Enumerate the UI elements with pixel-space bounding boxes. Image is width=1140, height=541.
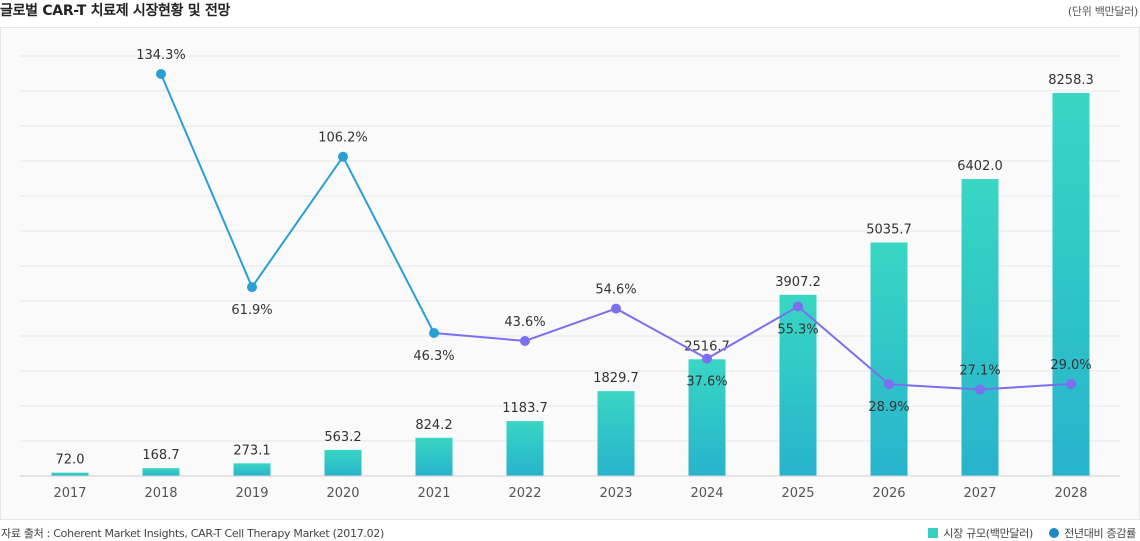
chart-title: 글로벌 CAR-T 치료제 시장현황 및 전망: [0, 3, 231, 19]
growth-point-2023: [611, 303, 621, 314]
bar-2028: [1052, 93, 1090, 476]
bar-label-2027: 6402.0: [957, 159, 1003, 174]
bar-label-2023: 1829.7: [593, 371, 639, 386]
bar-2026: [870, 242, 908, 476]
unit-label: (단위 백만달러): [1067, 5, 1138, 18]
growth-line-series: [156, 69, 1076, 395]
bar-2023: [597, 391, 635, 476]
growth-segment-2027-2028: [979, 382, 1072, 391]
x-tick-2022: 2022: [508, 486, 541, 501]
bar-value-labels: 72.0 168.7 273.1 563.2 824.2 1183.7 1829.7 2516…: [56, 73, 1094, 468]
source-note: 자료 출처 : Coherent Market Insights, CAR-T …: [1, 527, 384, 540]
bar-2019: [233, 463, 271, 476]
legend-bar-label: 시장 규모(백만달러): [943, 527, 1034, 540]
bar-label-2025: 3907.2: [775, 275, 821, 290]
bar-2024: [688, 359, 726, 476]
growth-segment-2019-2020: [251, 156, 344, 288]
x-tick-2020: 2020: [326, 486, 359, 501]
growth-segment-2024-2025: [706, 305, 799, 360]
chart-panel: [0, 27, 1140, 520]
growth-label-2028: 29.0%: [1050, 358, 1091, 373]
growth-label-2022: 43.6%: [504, 315, 545, 330]
bar-label-2021: 824.2: [415, 418, 452, 433]
growth-point-2026: [884, 379, 894, 390]
bar-2020: [324, 449, 362, 476]
bar-label-2024: 2516.7: [684, 339, 730, 354]
x-tick-2019: 2019: [235, 486, 268, 501]
growth-segment-2022-2023: [524, 307, 617, 342]
x-tick-2025: 2025: [781, 486, 814, 501]
bar-2021: [415, 437, 453, 476]
bar-label-2028: 8258.3: [1048, 73, 1094, 88]
growth-point-2022: [520, 335, 530, 346]
growth-point-2027: [975, 384, 985, 395]
growth-point-2025: [793, 301, 803, 312]
growth-segment-2023-2024: [615, 307, 708, 360]
legend-line-label: 전년대비 증감률: [1064, 527, 1136, 540]
bar-2027: [961, 179, 999, 477]
growth-label-2026: 28.9%: [868, 400, 909, 415]
growth-value-labels: 134.3% 61.9% 106.2% 46.3% 43.6% 54.6% 37.6% 55.…: [136, 48, 1091, 415]
x-tick-2021: 2021: [417, 486, 450, 501]
line-dot-icon: [1049, 528, 1060, 538]
growth-label-2018: 134.3%: [136, 48, 186, 63]
growth-label-2021: 46.3%: [413, 349, 454, 364]
bar-2018: [142, 468, 180, 476]
growth-segment-2025-2026: [797, 305, 890, 385]
growth-point-2020: [338, 151, 348, 162]
growth-label-2027: 27.1%: [959, 364, 1000, 379]
x-tick-2024: 2024: [690, 486, 723, 501]
growth-segment-2020-2021: [342, 156, 435, 334]
legend-item-line: 전년대비 증감률: [1049, 525, 1136, 541]
bar-label-2017: 72.0: [56, 453, 85, 468]
bar-2017: [51, 472, 89, 476]
legend: 시장 규모(백만달러) 전년대비 증감률: [912, 525, 1136, 541]
x-tick-2028: 2028: [1054, 486, 1087, 501]
x-tick-2023: 2023: [599, 486, 632, 501]
bar-2022: [506, 421, 544, 476]
bar-label-2018: 168.7: [142, 448, 179, 463]
growth-point-2024: [702, 353, 712, 364]
growth-point-2019: [247, 282, 257, 293]
grid-lines: [20, 55, 1120, 477]
bar-swatch-icon: [928, 528, 939, 538]
growth-label-2020: 106.2%: [318, 131, 368, 146]
growth-point-2021: [429, 328, 439, 338]
growth-label-2019: 61.9%: [231, 303, 272, 318]
growth-label-2025: 55.3%: [777, 323, 818, 338]
x-tick-2017: 2017: [53, 486, 86, 501]
growth-point-2018: [156, 69, 166, 79]
x-tick-2018: 2018: [144, 486, 177, 501]
bar-label-2026: 5035.7: [866, 222, 912, 237]
growth-label-2024: 37.6%: [686, 375, 727, 390]
bar-label-2019: 273.1: [233, 443, 270, 458]
growth-segment-2018-2019: [160, 73, 253, 288]
x-tick-2026: 2026: [872, 486, 905, 501]
growth-point-2028: [1066, 378, 1076, 389]
legend-item-bar: 시장 규모(백만달러): [928, 525, 1033, 541]
growth-segment-2021-2022: [433, 332, 526, 342]
bar-label-2020: 563.2: [324, 430, 361, 445]
x-tick-2027: 2027: [963, 486, 996, 501]
bar-2025: [779, 294, 817, 476]
x-axis: 2017 2018 2019 2020 2021 2022 2023 2024 2025 2026…: [20, 475, 1120, 501]
bar-label-2022: 1183.7: [502, 401, 548, 416]
growth-segment-2026-2027: [888, 383, 981, 391]
bar-series: [51, 93, 1090, 477]
growth-label-2023: 54.6%: [595, 283, 636, 298]
